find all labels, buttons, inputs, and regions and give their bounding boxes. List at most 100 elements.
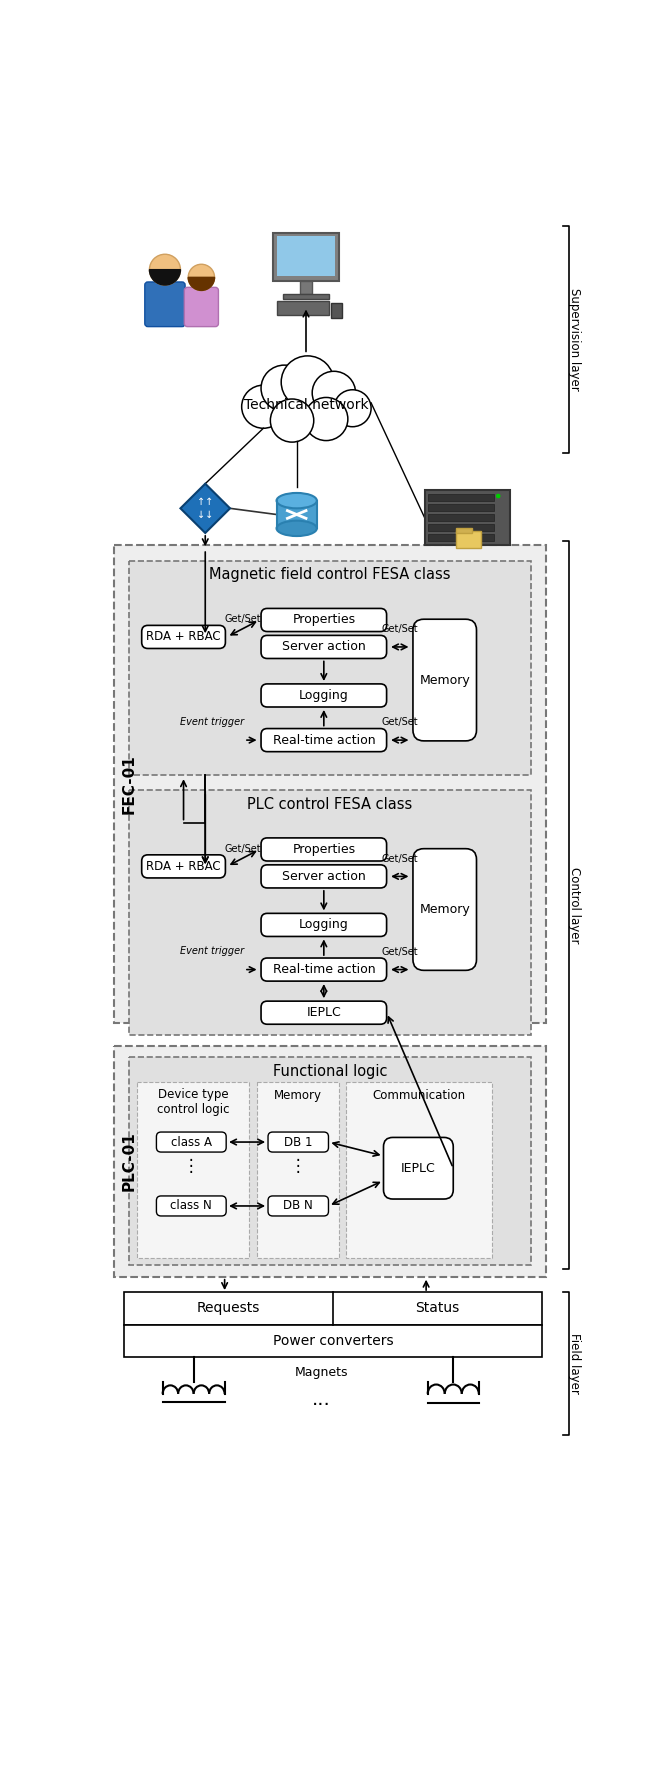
Text: Real-time action: Real-time action	[272, 734, 375, 746]
Text: Communication: Communication	[372, 1089, 465, 1103]
Text: Logging: Logging	[299, 689, 348, 702]
Text: Control layer: Control layer	[568, 868, 581, 944]
Circle shape	[334, 389, 371, 427]
Bar	[283, 293, 330, 298]
FancyBboxPatch shape	[261, 1001, 387, 1025]
Polygon shape	[181, 484, 230, 534]
Text: Memory: Memory	[274, 1089, 322, 1103]
FancyBboxPatch shape	[261, 866, 387, 887]
Text: class N: class N	[170, 1200, 212, 1212]
Text: Get/Set: Get/Set	[225, 844, 261, 853]
Text: Field layer: Field layer	[568, 1333, 581, 1394]
Bar	[456, 528, 472, 534]
Text: Technical network: Technical network	[244, 398, 369, 412]
Circle shape	[281, 355, 334, 409]
Bar	[428, 514, 494, 521]
Circle shape	[269, 366, 343, 439]
FancyBboxPatch shape	[268, 1132, 328, 1151]
Bar	[428, 523, 494, 530]
Bar	[274, 234, 339, 282]
Circle shape	[261, 366, 307, 411]
Text: Magnetic field control FESA class: Magnetic field control FESA class	[209, 568, 451, 582]
Text: IEPLC: IEPLC	[306, 1007, 341, 1019]
Text: ⋮: ⋮	[183, 1157, 200, 1175]
FancyBboxPatch shape	[142, 625, 226, 648]
Text: Real-time action: Real-time action	[272, 964, 375, 976]
Bar	[276, 236, 335, 277]
Text: Server action: Server action	[282, 641, 366, 653]
Text: FEC-01: FEC-01	[122, 753, 136, 814]
Text: IEPLC: IEPLC	[401, 1162, 436, 1175]
Bar	[276, 302, 330, 316]
Bar	[257, 1082, 339, 1258]
FancyBboxPatch shape	[261, 635, 387, 659]
Text: PLC-01: PLC-01	[122, 1132, 136, 1191]
Bar	[331, 303, 342, 318]
Bar	[114, 544, 546, 1023]
FancyBboxPatch shape	[142, 855, 226, 878]
FancyBboxPatch shape	[261, 837, 387, 860]
Text: Get/Set: Get/Set	[225, 614, 261, 625]
Text: ↑↑: ↑↑	[197, 498, 213, 507]
Text: Functional logic: Functional logic	[273, 1064, 387, 1078]
Text: Get/Set: Get/Set	[382, 946, 418, 957]
Text: DB N: DB N	[283, 1200, 313, 1212]
Wedge shape	[188, 277, 215, 291]
Text: RDA + RBAC: RDA + RBAC	[146, 630, 221, 643]
Text: PLC control FESA class: PLC control FESA class	[248, 796, 413, 812]
Bar	[276, 500, 317, 528]
Text: Status: Status	[415, 1301, 460, 1316]
Text: Magnets: Magnets	[294, 1366, 348, 1378]
Text: Get/Set: Get/Set	[382, 853, 418, 864]
FancyBboxPatch shape	[185, 287, 218, 327]
Text: Properties: Properties	[292, 843, 356, 857]
Bar	[129, 560, 531, 775]
Text: DB 1: DB 1	[284, 1135, 313, 1148]
Text: Memory: Memory	[419, 673, 470, 687]
FancyBboxPatch shape	[157, 1132, 226, 1151]
FancyBboxPatch shape	[157, 1196, 226, 1216]
FancyBboxPatch shape	[145, 282, 185, 327]
FancyBboxPatch shape	[261, 609, 387, 632]
Bar	[124, 1292, 542, 1324]
Text: Supervision layer: Supervision layer	[568, 287, 581, 391]
Bar	[428, 503, 494, 511]
Text: Device type
control logic: Device type control logic	[157, 1089, 229, 1116]
Text: Properties: Properties	[292, 614, 356, 627]
Bar	[424, 489, 510, 544]
Text: Power converters: Power converters	[273, 1333, 393, 1348]
FancyBboxPatch shape	[268, 1196, 328, 1216]
Text: class A: class A	[171, 1135, 212, 1148]
Bar	[346, 1082, 492, 1258]
Text: Memory: Memory	[419, 903, 470, 916]
Bar	[428, 534, 494, 541]
Circle shape	[304, 398, 348, 441]
Bar	[114, 1046, 546, 1276]
Text: ↓↓: ↓↓	[197, 509, 213, 519]
FancyBboxPatch shape	[261, 684, 387, 707]
Bar	[456, 532, 481, 548]
FancyBboxPatch shape	[413, 619, 476, 741]
Bar	[428, 494, 494, 500]
Text: Event trigger: Event trigger	[180, 946, 244, 957]
Circle shape	[270, 400, 314, 443]
Text: ...: ...	[312, 1391, 331, 1408]
Circle shape	[242, 386, 285, 428]
FancyBboxPatch shape	[384, 1137, 453, 1200]
Text: Get/Set: Get/Set	[382, 625, 418, 634]
Ellipse shape	[276, 493, 317, 509]
Bar	[137, 1082, 250, 1258]
Bar	[300, 282, 312, 293]
Circle shape	[496, 494, 500, 498]
Text: Requests: Requests	[197, 1301, 260, 1316]
Ellipse shape	[276, 521, 317, 535]
Circle shape	[188, 264, 215, 291]
FancyBboxPatch shape	[261, 728, 387, 751]
Circle shape	[312, 371, 356, 414]
Text: Logging: Logging	[299, 919, 348, 932]
Text: ⋮: ⋮	[290, 1157, 307, 1175]
FancyBboxPatch shape	[413, 848, 476, 971]
FancyBboxPatch shape	[261, 959, 387, 982]
FancyBboxPatch shape	[261, 914, 387, 937]
Text: Event trigger: Event trigger	[180, 716, 244, 726]
